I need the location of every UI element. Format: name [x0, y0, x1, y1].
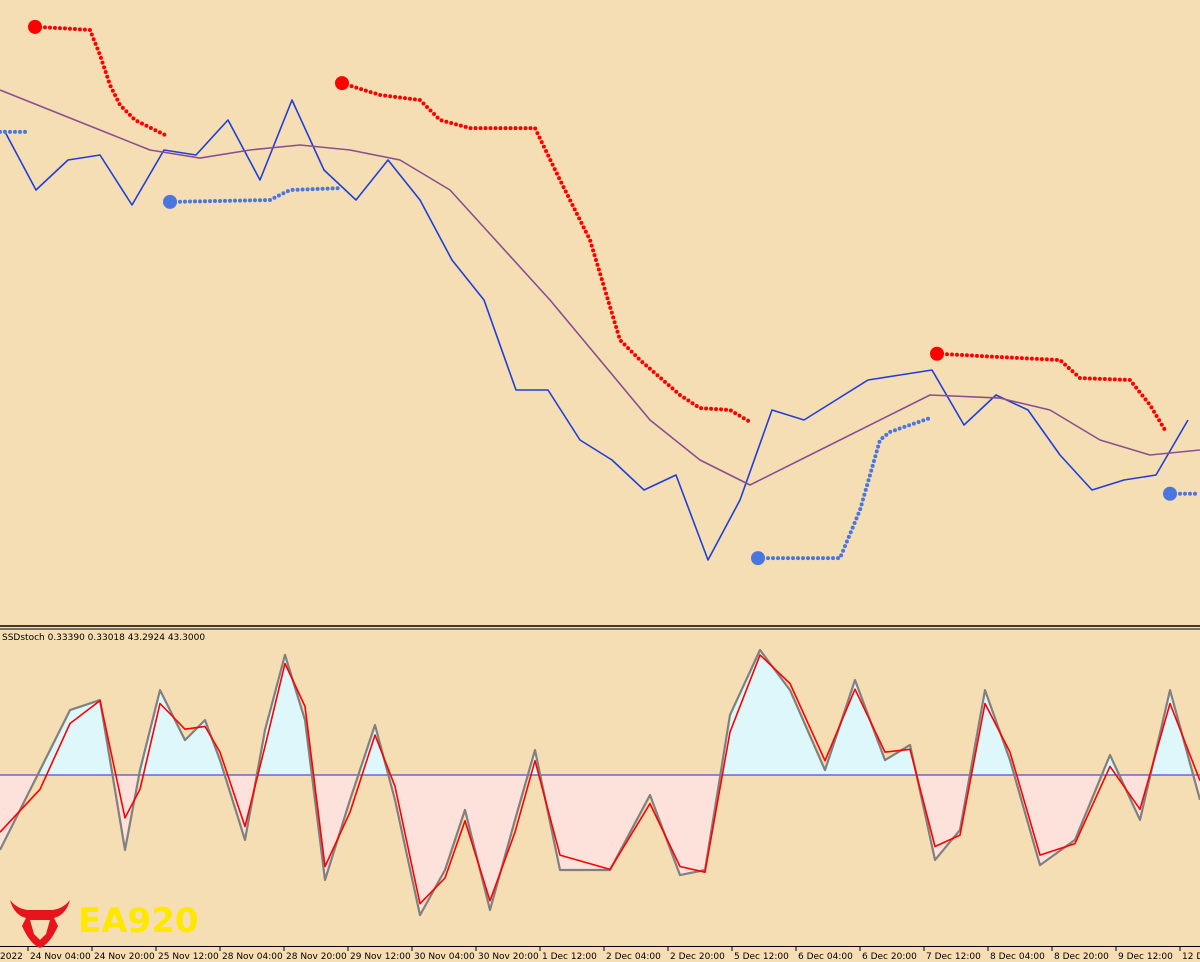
x-tick-label: 7 Dec 12:00	[926, 952, 981, 962]
sar-start	[751, 551, 765, 566]
sar-dots	[33, 24, 1167, 432]
x-tick-label: 24 Nov 20:00	[94, 952, 155, 962]
x-tick-label: 12 D	[1182, 952, 1200, 962]
x-tick-label: 24 Nov 04:00	[30, 952, 91, 962]
x-tick-label: 30 Nov 04:00	[414, 952, 475, 962]
sar-start	[28, 19, 42, 34]
x-tick-label: 9 Dec 12:00	[1118, 952, 1173, 962]
series-line	[3, 99, 1189, 561]
fill-above	[0, 650, 1200, 775]
x-tick-label: 29 Nov 12:00	[350, 952, 411, 962]
fill-below	[0, 775, 1200, 916]
sar-start	[1163, 486, 1177, 501]
indicator-label: SSDstoch 0.33390 0.33018 43.2924 43.3000	[2, 633, 205, 643]
x-tick-label: 25 Nov 12:00	[158, 952, 219, 962]
logo-text: EA920	[78, 901, 199, 941]
sar-start	[163, 194, 177, 209]
x-tick-label: 8 Dec 04:00	[990, 952, 1045, 962]
x-tick-label: 8 Dec 20:00	[1054, 952, 1109, 962]
sar-start	[930, 346, 944, 361]
logo: EA920	[10, 900, 199, 948]
sar-dots	[0, 129, 1200, 561]
x-tick-label: 6 Dec 20:00	[862, 952, 917, 962]
x-tick-label: 28 Nov 04:00	[222, 952, 283, 962]
sar-start	[335, 76, 349, 91]
x-tick-label: 2 Dec 04:00	[606, 952, 661, 962]
x-tick-label: 28 Nov 20:00	[286, 952, 347, 962]
x-tick-label: 2022	[0, 952, 23, 962]
x-tick-label: 2 Dec 20:00	[670, 952, 725, 962]
x-tick-label: 5 Dec 12:00	[734, 952, 789, 962]
series-line	[0, 89, 1200, 486]
series-line	[0, 654, 1200, 905]
x-tick-label: 1 Dec 12:00	[542, 952, 597, 962]
logo-icon-face	[30, 920, 50, 940]
series-line	[0, 648, 1200, 917]
x-tick-label: 30 Nov 20:00	[478, 952, 539, 962]
x-tick-label: 6 Dec 04:00	[798, 952, 853, 962]
